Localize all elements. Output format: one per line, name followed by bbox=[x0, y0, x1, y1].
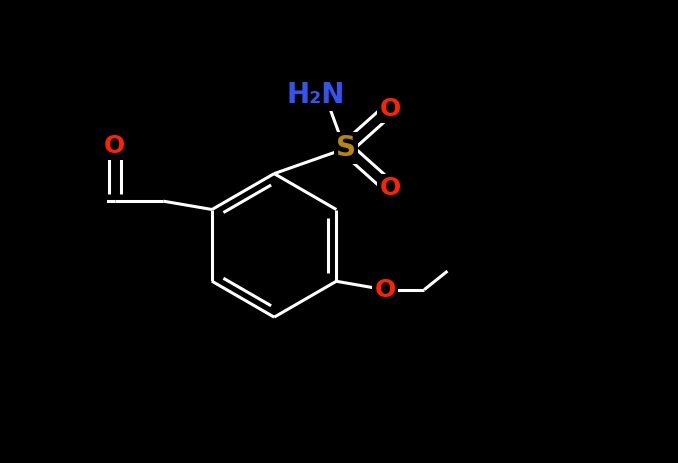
Text: H₂N: H₂N bbox=[287, 81, 345, 109]
Text: O: O bbox=[104, 134, 125, 157]
Text: O: O bbox=[374, 278, 395, 301]
Text: O: O bbox=[379, 175, 401, 200]
Text: O: O bbox=[379, 97, 401, 121]
Text: S: S bbox=[336, 134, 356, 162]
